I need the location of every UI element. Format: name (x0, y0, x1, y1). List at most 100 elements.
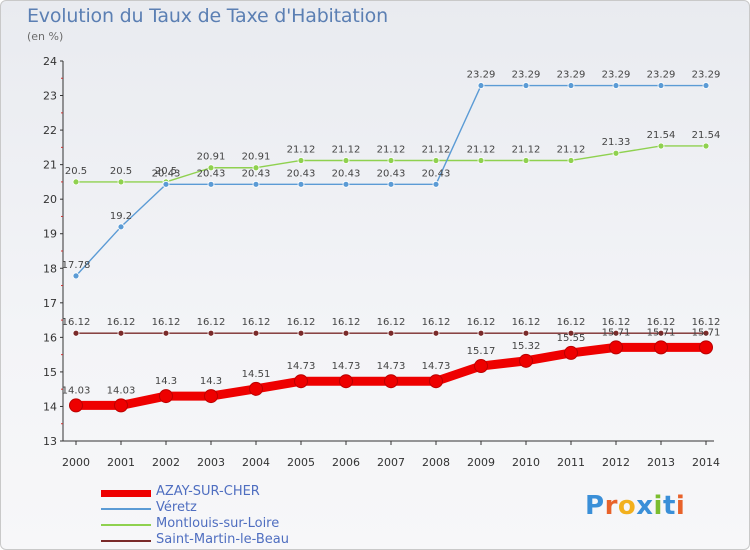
data-label-3: 16.12 (332, 317, 361, 328)
y-tick-label: 16 (43, 331, 57, 344)
data-label-0: 15.32 (512, 341, 541, 352)
data-point-1 (612, 82, 620, 89)
y-tick-label: 22 (43, 124, 57, 137)
data-point-0 (69, 398, 83, 413)
data-point-0 (384, 374, 398, 389)
logo-letter: o (617, 491, 637, 521)
data-label-3: 16.12 (197, 317, 226, 328)
x-tick-label: 2012 (602, 456, 630, 469)
data-label-2: 21.12 (557, 144, 586, 155)
data-point-3 (117, 329, 125, 337)
legend-swatch-veretz (101, 508, 151, 510)
data-point-1 (297, 180, 305, 188)
data-label-3: 16.12 (107, 317, 136, 328)
legend-swatch-azay (101, 490, 151, 497)
data-point-0 (474, 359, 488, 374)
data-label-1: 23.29 (467, 70, 496, 81)
x-tick-label: 2008 (422, 456, 450, 469)
data-label-0: 15.55 (557, 333, 586, 344)
data-point-1 (252, 180, 260, 188)
x-tick-label: 2007 (377, 456, 405, 469)
chart-title: Evolution du Taux de Taxe d'Habitation (27, 5, 388, 27)
data-label-3: 16.12 (62, 317, 91, 328)
data-label-3: 16.12 (512, 317, 541, 328)
data-label-1: 20.43 (287, 168, 316, 179)
data-point-1 (522, 82, 530, 89)
data-label-2: 21.54 (647, 130, 676, 141)
data-point-3 (477, 329, 485, 337)
data-point-1 (657, 82, 665, 89)
data-point-3 (432, 329, 440, 337)
data-point-1 (477, 82, 485, 89)
y-tick-label: 23 (43, 90, 57, 103)
data-label-2: 20.5 (110, 166, 132, 177)
y-tick-label: 17 (43, 297, 57, 310)
data-label-1: 20.43 (377, 168, 406, 179)
data-point-1 (387, 180, 395, 188)
legend-label-veretz: Véretz (156, 500, 197, 515)
logo-letter: x (636, 491, 654, 521)
data-point-1 (162, 180, 170, 188)
x-tick-label: 2001 (107, 456, 135, 469)
data-point-0 (114, 398, 128, 413)
data-point-2 (612, 149, 620, 157)
logo-letter: i (653, 491, 663, 521)
data-point-3 (342, 329, 350, 337)
x-tick-label: 2014 (692, 456, 720, 469)
data-label-0: 15.71 (602, 327, 631, 338)
data-point-3 (207, 329, 215, 337)
x-tick-label: 2010 (512, 456, 540, 469)
data-point-2 (702, 142, 710, 150)
data-point-0 (429, 374, 443, 389)
data-point-2 (207, 164, 215, 172)
data-point-1 (567, 82, 575, 89)
data-label-1: 20.43 (332, 168, 361, 179)
data-point-2 (297, 157, 305, 164)
data-point-2 (432, 157, 440, 164)
data-label-2: 21.12 (287, 144, 316, 155)
data-label-0: 14.03 (107, 385, 136, 396)
y-tick-label: 20 (43, 193, 57, 206)
data-point-0 (159, 389, 173, 404)
data-point-0 (204, 389, 218, 404)
data-point-3 (522, 329, 530, 337)
data-point-1 (72, 272, 80, 280)
logo-letter: P (585, 491, 605, 521)
data-label-3: 16.12 (242, 317, 271, 328)
unit-label: (en %) (27, 30, 64, 43)
data-point-3 (162, 329, 170, 337)
data-point-2 (657, 142, 665, 150)
x-tick-label: 2006 (332, 456, 360, 469)
x-tick-label: 2002 (152, 456, 180, 469)
y-tick-label: 24 (43, 55, 57, 68)
data-point-3 (297, 329, 305, 337)
data-label-3: 16.12 (557, 317, 586, 328)
data-point-2 (522, 157, 530, 164)
data-point-1 (702, 82, 710, 89)
legend-swatch-saint-martin (101, 540, 151, 542)
data-label-2: 20.5 (155, 166, 177, 177)
data-label-0: 15.71 (647, 327, 676, 338)
data-point-2 (252, 164, 260, 172)
data-label-3: 16.12 (152, 317, 181, 328)
data-point-1 (342, 180, 350, 188)
data-label-0: 14.3 (200, 376, 222, 387)
data-label-1: 19.2 (110, 211, 132, 222)
data-label-3: 16.12 (287, 317, 316, 328)
data-label-2: 21.12 (422, 144, 451, 155)
data-label-1: 20.43 (242, 168, 271, 179)
x-tick-label: 2003 (197, 456, 225, 469)
data-point-2 (342, 157, 350, 164)
data-label-3: 16.12 (692, 317, 721, 328)
data-point-3 (72, 329, 80, 337)
data-point-0 (339, 374, 353, 389)
data-label-0: 14.73 (287, 361, 316, 372)
data-point-2 (117, 178, 125, 186)
y-tick-label: 15 (43, 366, 57, 379)
data-label-1: 23.29 (512, 70, 541, 81)
y-tick-label: 19 (43, 228, 57, 241)
y-tick-label: 14 (43, 400, 57, 413)
data-label-2: 21.54 (692, 130, 721, 141)
data-label-3: 16.12 (377, 317, 406, 328)
